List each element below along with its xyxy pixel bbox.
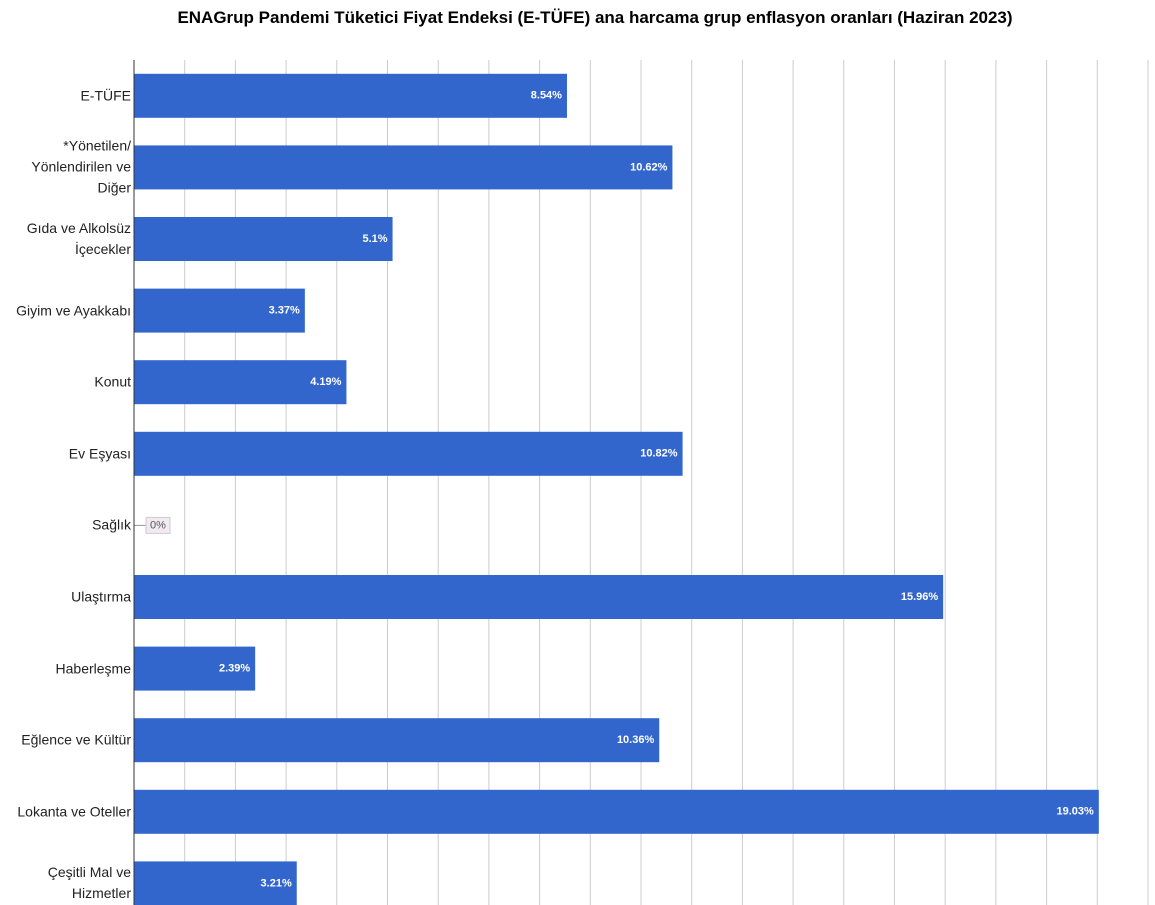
value-label: 19.03% — [1057, 806, 1095, 818]
bar — [134, 575, 944, 619]
bar — [134, 73, 567, 118]
y-tick-label: *Yönetilen/ Yönlendirilen ve Diğer — [31, 137, 131, 196]
y-tick-label: Giyim ve Ayakkabı — [16, 302, 131, 319]
y-tick-label: Çeşitli Mal ve Hizmetler — [47, 864, 131, 902]
y-tick-label: Eğlence ve Kültür — [21, 731, 131, 748]
y-tick-label: Sağlık — [92, 516, 131, 533]
bar — [134, 217, 393, 261]
bar — [134, 360, 347, 405]
bar — [134, 431, 683, 476]
bar — [134, 646, 256, 691]
value-label: 10.62% — [630, 161, 668, 173]
bar — [134, 861, 297, 905]
y-tick-label: Konut — [94, 373, 131, 390]
y-tick-label: Ev Eşyası — [68, 445, 131, 462]
value-label: 3.21% — [261, 877, 292, 889]
value-label: 2.39% — [219, 663, 250, 675]
bar — [134, 288, 305, 333]
chart-title: ENAGrup Pandemi Tüketici Fiyat Endeksi (… — [177, 8, 1013, 27]
value-label: 0% — [150, 519, 166, 531]
y-tick-label: Gıda ve Alkolsüz İçecekler — [26, 220, 131, 257]
y-tick-label: Lokanta ve Oteller — [17, 803, 131, 820]
bar — [134, 718, 660, 763]
bar — [134, 145, 673, 190]
y-tick-label: Ulaştırma — [71, 588, 131, 605]
bar — [134, 789, 1099, 834]
value-label: 10.82% — [640, 448, 678, 460]
value-label: 4.19% — [310, 376, 341, 388]
y-tick-label: Haberleşme — [55, 660, 131, 677]
value-label: 15.96% — [901, 591, 939, 603]
y-tick-label: E-TÜFE — [80, 87, 131, 104]
value-label: 10.36% — [617, 734, 655, 746]
value-label: 8.54% — [531, 90, 562, 102]
value-label: 5.1% — [362, 233, 387, 245]
value-label: 3.37% — [269, 305, 300, 317]
value-label-box — [145, 516, 171, 534]
